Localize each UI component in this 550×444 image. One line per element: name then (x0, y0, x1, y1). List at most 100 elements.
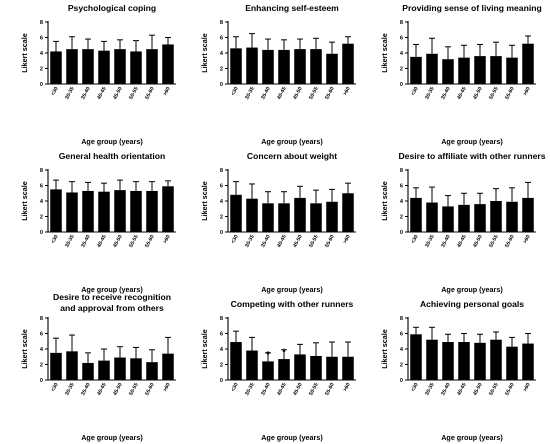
x-axis-label: Age group (years) (441, 285, 503, 294)
x-tick-label: >60 (162, 86, 171, 97)
y-axis-label: Likert scale (380, 181, 389, 221)
y-axis-label: Likert scale (20, 329, 29, 369)
y-tick-label: 6 (40, 36, 43, 42)
y-tick-label: 4 (220, 347, 224, 353)
x-tick-label: 45-50 (292, 86, 304, 101)
y-tick-label: 2 (220, 67, 223, 73)
x-tick-label: >60 (522, 382, 531, 393)
x-tick-label: <30 (230, 86, 239, 97)
x-axis-label: Age group (years) (261, 433, 323, 442)
bar (506, 57, 518, 84)
y-tick-label: 2 (220, 363, 223, 369)
y-tick-label: 6 (400, 36, 403, 42)
bar (230, 342, 242, 380)
bar (410, 197, 422, 232)
y-axis-label: Likert scale (200, 329, 209, 369)
x-tick-label: 45-50 (292, 382, 304, 397)
x-axis-label: Age group (years) (441, 137, 503, 146)
bar (326, 201, 338, 232)
bar (294, 354, 306, 380)
chart-title: Achieving personal goals (420, 299, 524, 309)
bar (66, 192, 78, 232)
bar (82, 190, 94, 232)
x-tick-label: <30 (230, 382, 239, 393)
bar (246, 47, 258, 84)
bar (50, 51, 62, 84)
x-tick-label: 30-35 (424, 234, 436, 249)
y-tick-label: 2 (220, 215, 223, 221)
bar (98, 50, 110, 84)
x-axis-label: Age group (years) (81, 285, 143, 294)
bar (474, 204, 486, 232)
y-tick-label: 2 (40, 363, 43, 369)
y-axis-label: Likert scale (20, 181, 29, 221)
x-tick-label: 40-45 (276, 234, 288, 249)
x-tick-label: >60 (522, 86, 531, 97)
x-tick-label: 45-50 (112, 382, 124, 397)
x-tick-label: 40-45 (96, 86, 108, 101)
y-tick-label: 4 (40, 199, 44, 205)
y-tick-label: 6 (40, 184, 43, 190)
bar (326, 53, 338, 84)
chart-panel-3: Providing sense of living meaning Likert … (380, 3, 542, 146)
chart-panel-4: General health orientation Likert scale 0 2… (20, 151, 176, 294)
bar (50, 352, 62, 380)
bar (458, 57, 470, 84)
y-tick-label: 0 (40, 82, 43, 88)
x-tick-label: 50-55 (308, 382, 320, 397)
bar (426, 53, 438, 84)
y-tick-label: 8 (400, 316, 403, 322)
x-axis-label: Age group (years) (441, 433, 503, 442)
x-axis-label: Age group (years) (261, 285, 323, 294)
x-tick-label: <30 (410, 234, 419, 245)
bar (490, 201, 502, 232)
bar (522, 43, 534, 84)
bar (230, 194, 242, 232)
x-tick-label: 35-40 (440, 234, 452, 249)
chart-title: Psychological coping (68, 3, 156, 13)
y-tick-label: 6 (220, 36, 223, 42)
chart-title: Desire to affiliate with other runners (398, 151, 545, 161)
x-tick-label: <30 (50, 234, 59, 245)
y-axis-label: Likert scale (200, 181, 209, 221)
chart-title: General health orientation (59, 151, 166, 161)
x-tick-label: >60 (342, 382, 351, 393)
x-tick-label: 40-45 (276, 86, 288, 101)
bar (294, 197, 306, 232)
x-axis-label: Age group (years) (81, 433, 143, 442)
bar (262, 361, 274, 380)
chart-panel-5: Concern about weight Likert scale 0 2 4 6 8 <30… (200, 151, 356, 294)
bar (426, 339, 438, 380)
bar (474, 342, 486, 380)
x-tick-label: 50-55 (308, 86, 320, 101)
y-tick-label: 4 (40, 51, 44, 57)
significance-marker: * (266, 349, 270, 359)
chart-title: Concern about weight (247, 151, 337, 161)
x-tick-label: 35-40 (80, 86, 92, 101)
chart-title: and approval from others (60, 303, 164, 313)
x-tick-label: 35-40 (260, 86, 272, 101)
bar (426, 202, 438, 232)
x-tick-label: 30-35 (244, 382, 256, 397)
y-tick-label: 2 (400, 67, 403, 73)
x-tick-label: >60 (342, 234, 351, 245)
x-tick-label: 50-55 (488, 86, 500, 101)
x-tick-label: 55-60 (324, 86, 336, 101)
x-tick-label: 45-50 (112, 234, 124, 249)
x-tick-label: <30 (50, 382, 59, 393)
bar (246, 350, 258, 380)
x-tick-label: 30-35 (244, 234, 256, 249)
bar (130, 358, 142, 380)
x-tick-label: 55-60 (144, 86, 156, 101)
x-tick-label: 35-40 (440, 86, 452, 101)
x-tick-label: 35-40 (440, 382, 452, 397)
bar (278, 203, 290, 232)
x-tick-label: 30-35 (64, 382, 76, 397)
x-tick-label: 40-45 (456, 382, 468, 397)
x-tick-label: 55-60 (504, 86, 516, 101)
y-tick-label: 6 (220, 184, 223, 190)
y-tick-label: 4 (40, 347, 44, 353)
x-tick-label: 50-55 (128, 234, 140, 249)
y-tick-label: 0 (40, 230, 43, 236)
